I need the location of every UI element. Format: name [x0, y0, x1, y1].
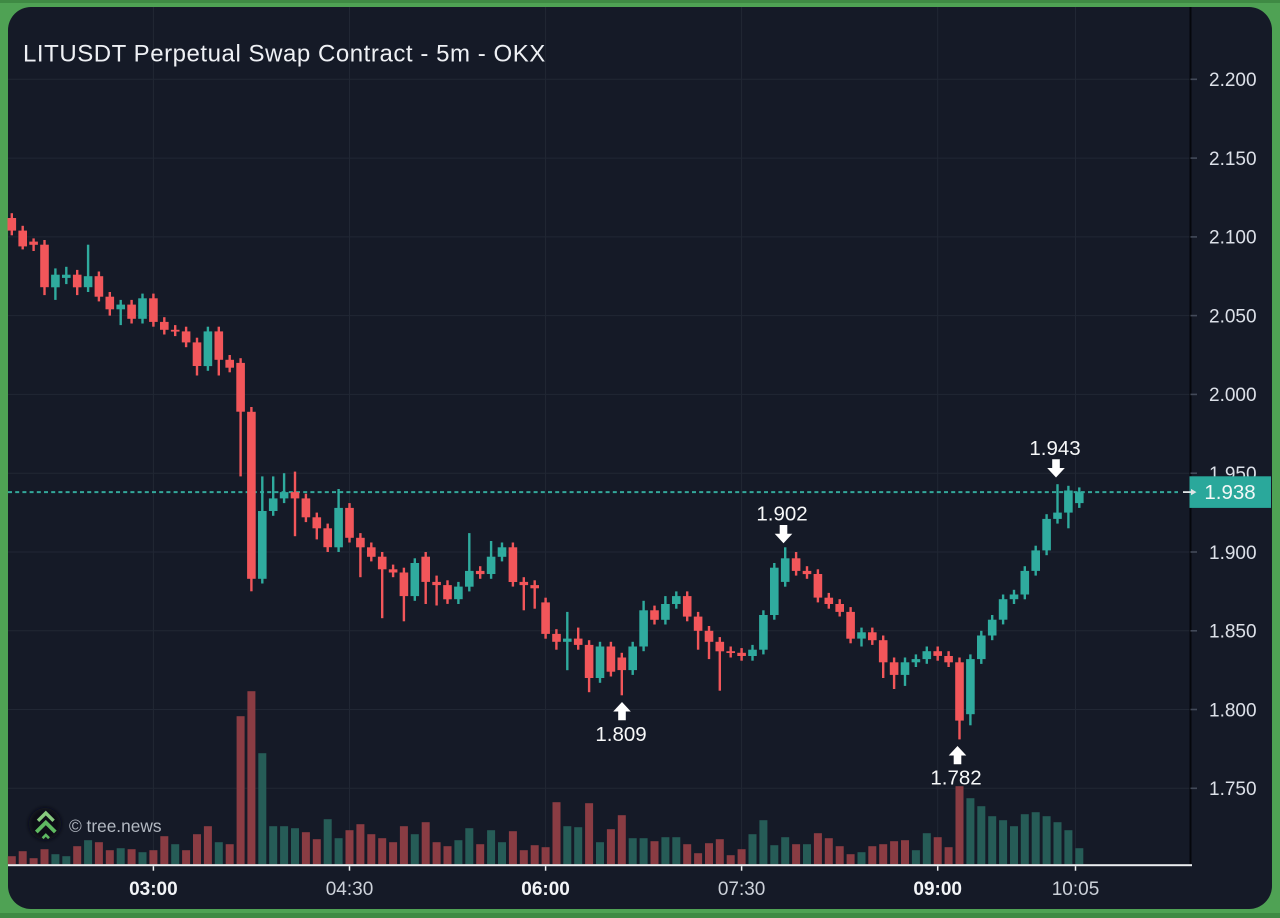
svg-text:04:30: 04:30	[326, 879, 374, 900]
svg-text:1.902: 1.902	[756, 503, 807, 526]
svg-text:2.100: 2.100	[1209, 228, 1257, 249]
svg-text:1.900: 1.900	[1209, 543, 1257, 564]
svg-text:1.782: 1.782	[930, 767, 981, 790]
svg-text:1.850: 1.850	[1209, 622, 1257, 643]
svg-text:2.150: 2.150	[1209, 149, 1257, 170]
svg-text:1.750: 1.750	[1209, 779, 1257, 800]
svg-text:LITUSDT Perpetual Swap Contrac: LITUSDT Perpetual Swap Contract - 5m - O…	[23, 40, 546, 67]
svg-text:10:05: 10:05	[1052, 879, 1100, 900]
svg-text:07:30: 07:30	[718, 879, 766, 900]
svg-text:09:00: 09:00	[913, 879, 962, 900]
svg-text:© tree.news: © tree.news	[69, 816, 162, 836]
svg-text:1.943: 1.943	[1029, 437, 1080, 460]
svg-text:1.800: 1.800	[1209, 700, 1257, 721]
svg-text:1.938: 1.938	[1204, 481, 1255, 504]
svg-text:2.000: 2.000	[1209, 385, 1257, 406]
svg-text:1.809: 1.809	[595, 723, 646, 746]
svg-text:2.050: 2.050	[1209, 306, 1257, 327]
svg-text:06:00: 06:00	[521, 879, 570, 900]
svg-text:03:00: 03:00	[129, 879, 178, 900]
svg-text:2.200: 2.200	[1209, 70, 1257, 91]
